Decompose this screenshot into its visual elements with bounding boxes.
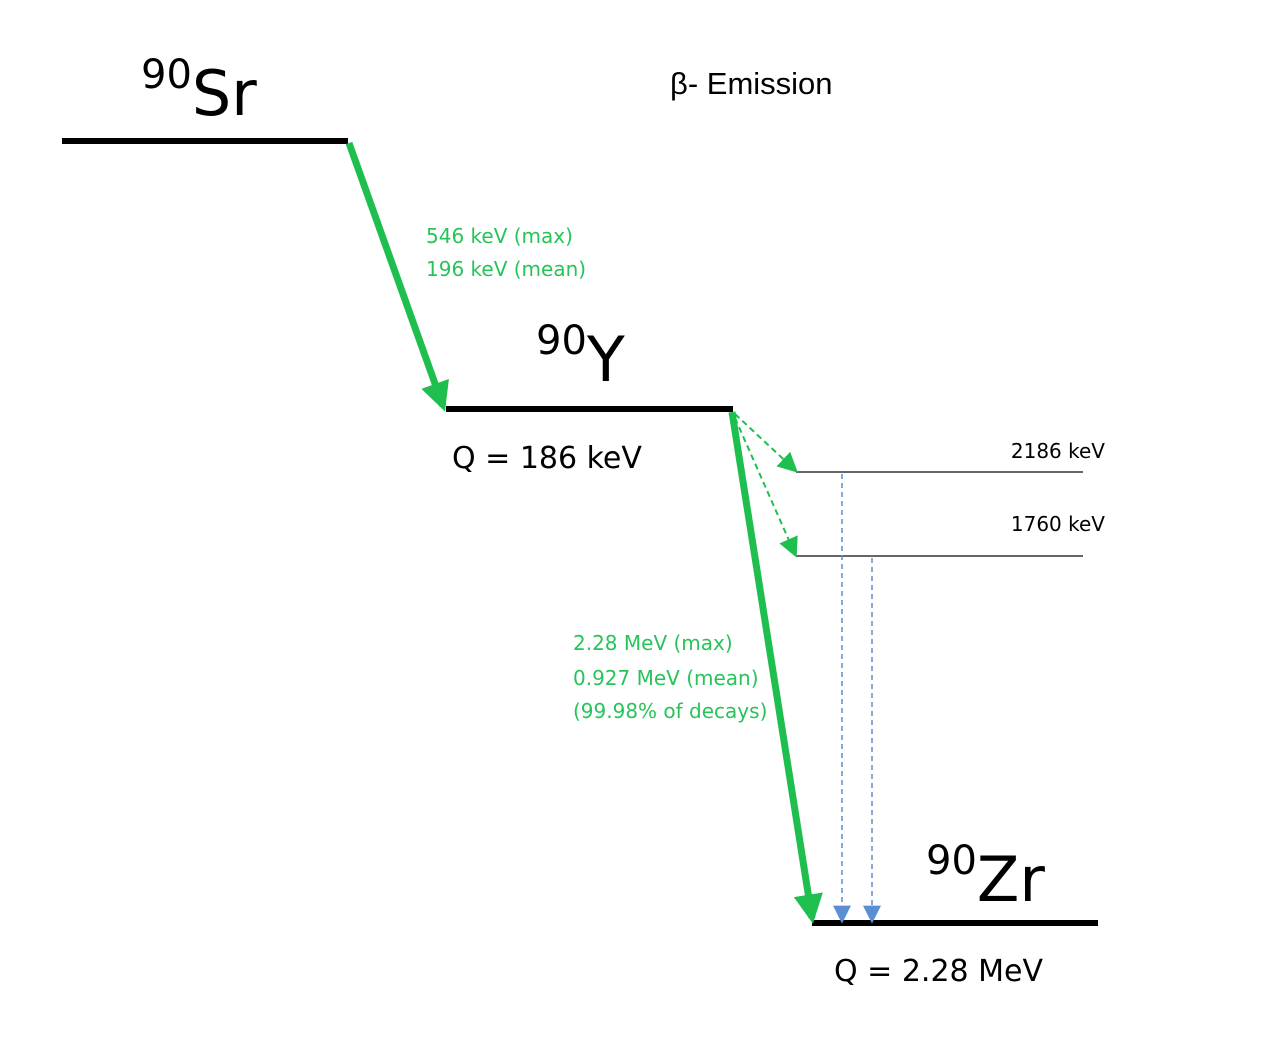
y-to-zr-beta-arrow: [728, 411, 823, 924]
y90-symbol: Y: [586, 323, 625, 396]
sr90-label: 90Sr: [141, 52, 257, 130]
sr-to-y-mean-energy: 196 keV (mean): [426, 257, 586, 281]
excited-level-1760-label: 1760 keV: [1011, 512, 1105, 536]
diagram-title: β- Emission: [670, 66, 833, 101]
y90-mass-number: 90: [536, 318, 587, 364]
sr90-mass-number: 90: [141, 52, 192, 98]
excited-level-2186-label: 2186 keV: [1011, 439, 1105, 463]
y-to-zr-mean-energy: 0.927 MeV (mean): [573, 666, 759, 690]
zr90-symbol: Zr: [977, 843, 1045, 916]
y90-q-value: Q = 186 keV: [452, 441, 642, 476]
sr-to-y-beta-arrow: [345, 141, 449, 412]
zr90-mass-number: 90: [926, 838, 977, 884]
zr90-q-value: Q = 2.28 MeV: [834, 954, 1043, 989]
y-to-zr-branching-ratio: (99.98% of decays): [573, 699, 767, 723]
sr-to-y-max-energy: 546 keV (max): [426, 224, 573, 248]
y-to-2186-beta-branch-arrow: [734, 413, 798, 473]
y-to-zr-max-energy: 2.28 MeV (max): [573, 631, 733, 655]
y-to-1760-beta-branch-arrow: [734, 417, 798, 558]
y90-label: 90Y: [536, 318, 625, 396]
sr90-symbol: Sr: [192, 57, 257, 130]
zr90-label: 90Zr: [926, 838, 1045, 916]
